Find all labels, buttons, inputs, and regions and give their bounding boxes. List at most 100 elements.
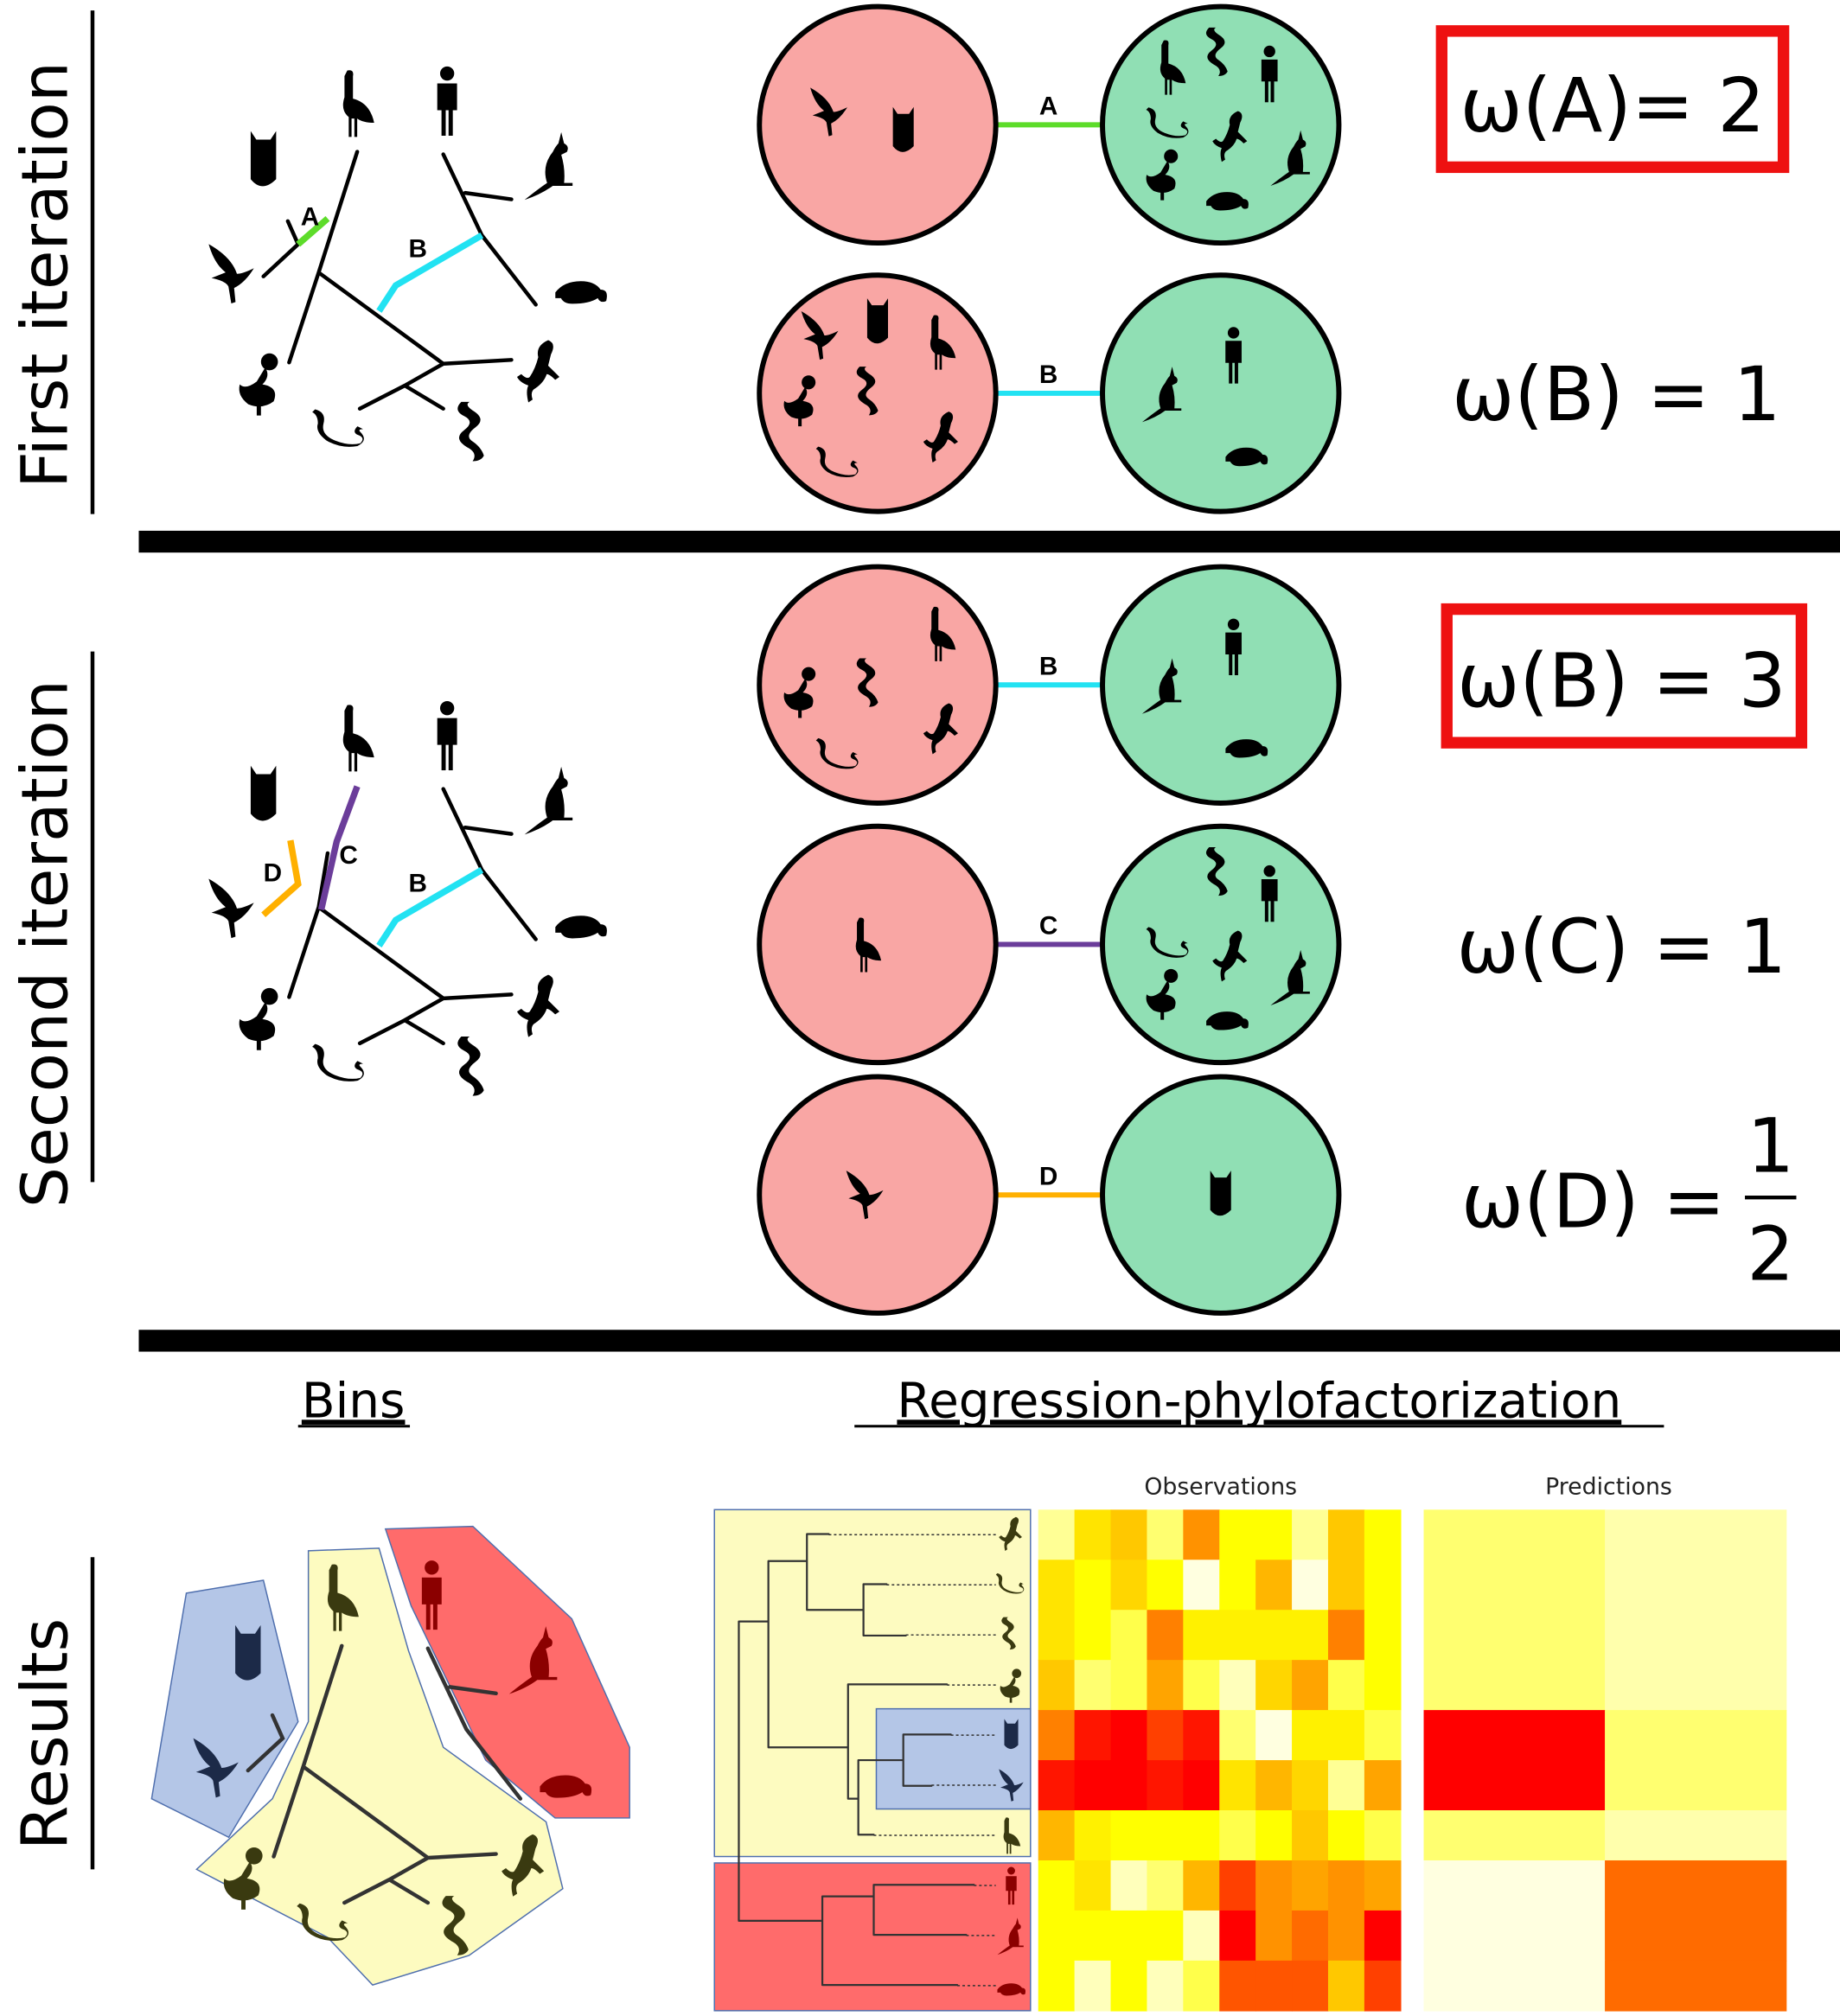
kangaroo-icon <box>524 766 573 835</box>
emu-icon <box>342 70 374 137</box>
heatmap-cell <box>1292 1509 1329 1560</box>
heatmap-cell <box>1364 1560 1402 1611</box>
heatmap-cell <box>1292 1610 1329 1661</box>
platypus-icon <box>555 281 607 304</box>
heatmap-cell <box>1110 1610 1148 1661</box>
heatmap-cell <box>1605 1509 1787 1560</box>
heatmap-cell <box>1038 1860 1076 1911</box>
heatmap-cell <box>1292 1660 1329 1711</box>
weight-A: ω(A)= 2 <box>1460 63 1766 150</box>
heatmap-cell <box>1038 1710 1076 1761</box>
phylogeny-second-iteration: D C B <box>261 785 538 1046</box>
heatmap-cell <box>1255 1810 1293 1861</box>
heatmap-cell <box>1147 1960 1185 2012</box>
bin-pair-C: C <box>757 823 1342 1066</box>
heatmap-cell <box>1364 1710 1402 1761</box>
heatmap-cell <box>1292 1560 1329 1611</box>
heatmap-cell <box>1183 1760 1220 1811</box>
edge-label-B: B <box>1039 360 1057 389</box>
edge-C[interactable] <box>317 785 361 911</box>
highlight-box-B <box>1441 603 1808 749</box>
edge-label-B: B <box>1039 652 1057 680</box>
heatmap-cell <box>1219 1660 1256 1711</box>
bin-circle-left <box>757 564 999 806</box>
heatmap-cell <box>1255 1960 1293 2012</box>
predictions-heatmap <box>1423 1509 1787 2012</box>
edge-B[interactable] <box>376 867 484 947</box>
heatmap-cell <box>1219 1610 1256 1661</box>
heatmap-cell <box>1364 1860 1402 1911</box>
edge-label-D: D <box>264 859 282 888</box>
weight-C: ω(C) = 1 <box>1457 904 1786 991</box>
snake-icon <box>312 409 364 447</box>
edge-label-C: C <box>339 841 357 870</box>
heatmap-cell <box>1364 1760 1402 1811</box>
heatmap-cell <box>1219 1710 1256 1761</box>
edge-A[interactable] <box>296 216 330 247</box>
heatmap-cell <box>1074 1960 1112 2012</box>
bin-blue <box>150 1579 299 1839</box>
snake2-icon <box>457 401 484 462</box>
heatmap-cell <box>1327 1610 1365 1661</box>
bin-circle-left <box>757 823 999 1066</box>
heatmap-cell <box>1110 1810 1148 1861</box>
heatmap-cell <box>1183 1660 1220 1711</box>
hawk-icon <box>208 244 254 304</box>
heatmap-cell <box>1364 1509 1402 1560</box>
bin-pair-D: D <box>757 1074 1342 1316</box>
kangaroo-icon <box>524 131 573 201</box>
heatmap-cell <box>1110 1860 1148 1911</box>
snake-icon <box>312 1043 364 1081</box>
tree1-species-icons <box>208 66 607 462</box>
heatmap-cell <box>1605 1960 1787 2012</box>
heatmap-cell <box>1327 1810 1365 1861</box>
heatmap-cell <box>1074 1910 1112 1962</box>
heatmap-cell <box>1074 1860 1112 1911</box>
weight-D-denominator: 2 <box>1747 1211 1794 1298</box>
edge-label-B: B <box>409 870 427 898</box>
heatmap-cell <box>1292 1810 1329 1861</box>
heatmap-cell <box>1147 1509 1185 1560</box>
hawk-icon <box>208 878 254 939</box>
heatmap-cell <box>1110 1560 1148 1611</box>
human-icon <box>437 700 457 771</box>
heatmap-cell <box>1255 1610 1293 1661</box>
heatmap-cell <box>1147 1710 1185 1761</box>
weight-D: ω(D) = <box>1461 1158 1725 1245</box>
platypus-icon <box>555 915 607 939</box>
weight-B-second: ω(B) = 3 <box>1457 639 1786 725</box>
edge-label-C: C <box>1039 912 1057 941</box>
heatmap-cell <box>1327 1860 1365 1911</box>
heatmap-cell <box>1183 1960 1220 2012</box>
heatmap-cell <box>1219 1760 1256 1811</box>
heatmap-cell <box>1074 1560 1112 1611</box>
edge-label-A: A <box>1039 92 1057 120</box>
dodo-icon <box>239 987 278 1050</box>
snake2-icon <box>457 1036 484 1096</box>
heatmap-cell <box>1183 1860 1220 1911</box>
edge-B[interactable] <box>376 232 484 313</box>
lizard-icon <box>516 340 560 403</box>
bin-circle-left <box>757 3 999 246</box>
dendrogram <box>738 1516 1026 1996</box>
section-divider-2 <box>138 1330 1840 1352</box>
heatmap-cell <box>1183 1910 1220 1962</box>
heatmap-cell <box>1327 1660 1365 1711</box>
edge-label-A: A <box>301 202 319 231</box>
highlight-box-A <box>1435 25 1790 174</box>
heatmap-cell <box>1147 1910 1185 1962</box>
heatmap-cell <box>1147 1860 1185 1911</box>
heatmap-cell <box>1038 1910 1076 1962</box>
tree2-species-icons <box>208 700 607 1096</box>
heatmap-cell <box>1219 1560 1256 1611</box>
heatmap-cell <box>1423 1960 1606 2012</box>
heatmap-cell <box>1038 1509 1076 1560</box>
heatmap-cell <box>1147 1810 1185 1861</box>
heatmap-cell <box>1074 1810 1112 1861</box>
heatmap-cell <box>1147 1610 1185 1661</box>
heatmap-cell <box>1605 1860 1787 1911</box>
heatmap-cell <box>1605 1660 1787 1711</box>
edge-D[interactable] <box>261 839 302 918</box>
observations-heatmap <box>1038 1509 1402 2012</box>
